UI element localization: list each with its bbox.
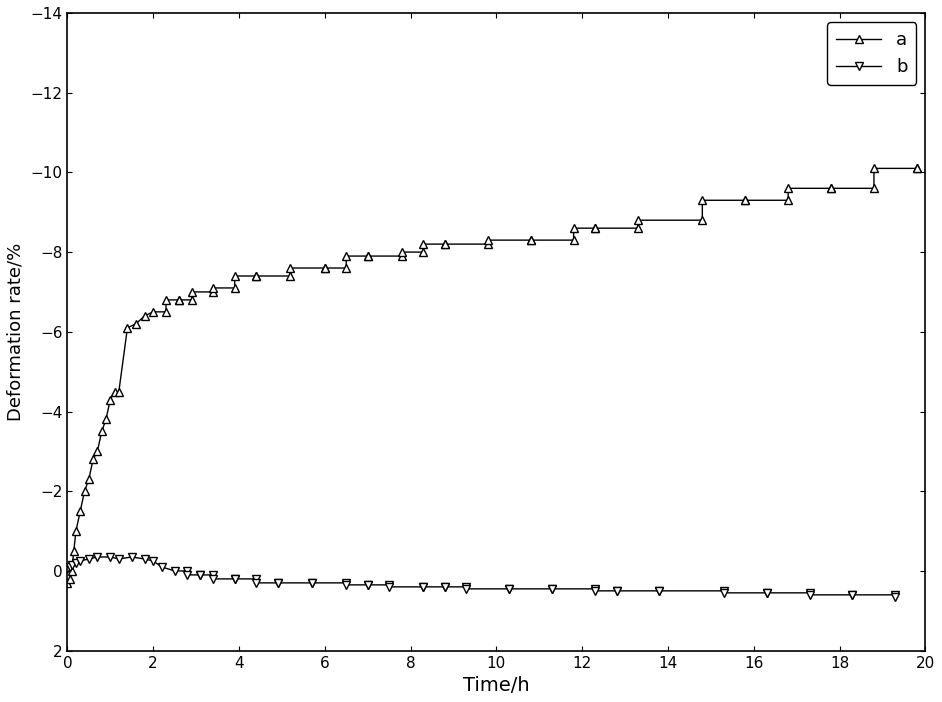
a bbox=[911, 164, 922, 173]
a bbox=[869, 164, 880, 173]
b bbox=[890, 592, 901, 601]
b bbox=[91, 552, 103, 561]
a bbox=[229, 284, 240, 292]
b bbox=[229, 575, 240, 583]
a bbox=[568, 224, 579, 232]
b bbox=[461, 583, 472, 591]
a bbox=[251, 272, 262, 280]
a bbox=[825, 184, 836, 192]
b bbox=[207, 571, 219, 579]
a bbox=[96, 428, 107, 436]
b bbox=[148, 557, 159, 565]
Line: b: b bbox=[63, 552, 900, 601]
a bbox=[62, 578, 73, 587]
Legend: a, b: a, b bbox=[827, 22, 917, 85]
Y-axis label: Deformation rate/%: Deformation rate/% bbox=[7, 243, 24, 421]
b bbox=[195, 571, 206, 579]
a bbox=[88, 455, 99, 463]
Line: a: a bbox=[63, 164, 921, 587]
b bbox=[62, 564, 73, 573]
X-axis label: Time/h: Time/h bbox=[463, 676, 529, 695]
b bbox=[229, 575, 240, 583]
